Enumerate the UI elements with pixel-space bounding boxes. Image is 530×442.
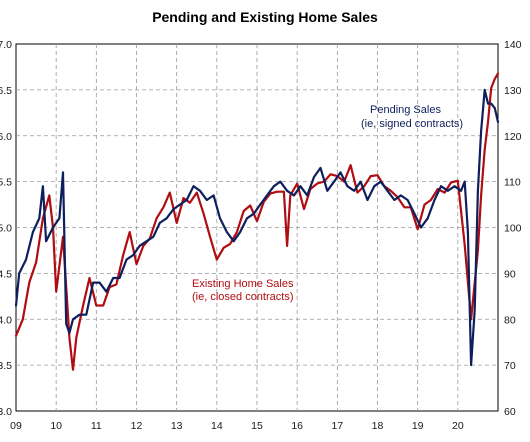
x-tick-label: 13: [171, 420, 183, 432]
y-left-axis-ticks: 3.0 3.5 4.0 4.5 5.0 5.5 6.0 6.5 7.0: [0, 39, 12, 418]
y-right-tick-label: 140: [504, 39, 522, 51]
existing-annotation-line-1: Existing Home Sales: [192, 278, 294, 290]
y-left-tick-label: 4.0: [0, 314, 12, 326]
pending-annotation-line-1: Pending Sales: [370, 104, 441, 116]
y-left-tick-label: 3.5: [0, 360, 12, 372]
grid: [16, 44, 498, 411]
y-left-tick-label: 5.0: [0, 223, 12, 235]
y-left-tick-label: 5.5: [0, 177, 12, 189]
existing-annotation-line-2: (ie, closed contracts): [192, 291, 293, 303]
series-layer: [14, 72, 500, 371]
y-right-tick-label: 120: [504, 131, 522, 143]
series-line-existing-home-sales: [14, 72, 500, 371]
y-left-tick-label: 6.0: [0, 131, 12, 143]
y-right-tick-label: 130: [504, 85, 522, 97]
x-tick-label: 14: [211, 420, 223, 432]
x-axis-ticks: 09 10 11 12 13 14 15 16 17 18 19 20: [10, 420, 464, 432]
y-right-tick-label: 90: [504, 268, 516, 280]
annotations: Pending Sales (ie, signed contracts) Exi…: [192, 104, 463, 303]
y-right-tick-label: 60: [504, 406, 516, 418]
x-tick-label: 16: [291, 420, 303, 432]
x-tick-label: 20: [452, 420, 464, 432]
y-right-tick-label: 110: [504, 177, 521, 189]
y-right-tick-label: 80: [504, 314, 516, 326]
y-left-tick-label: 4.5: [0, 268, 12, 280]
x-tick-label: 15: [251, 420, 263, 432]
x-tick-label: 17: [331, 420, 343, 432]
series-line-pending-sales: [14, 88, 500, 367]
y-right-tick-label: 70: [504, 360, 516, 372]
y-left-tick-label: 6.5: [0, 85, 12, 97]
x-tick-label: 19: [412, 420, 424, 432]
y-right-axis-ticks: 60 70 80 90 100 110 120 130 140: [504, 39, 522, 418]
pending-annotation-line-2: (ie, signed contracts): [361, 118, 463, 130]
x-tick-label: 12: [131, 420, 143, 432]
chart-title: Pending and Existing Home Sales: [152, 9, 378, 25]
y-left-tick-label: 7.0: [0, 39, 12, 51]
y-left-tick-label: 3.0: [0, 406, 12, 418]
x-tick-label: 18: [372, 420, 384, 432]
x-tick-label: 10: [50, 420, 62, 432]
x-tick-label: 11: [91, 420, 102, 432]
y-right-tick-label: 100: [504, 223, 522, 235]
x-tick-label: 09: [10, 420, 22, 432]
